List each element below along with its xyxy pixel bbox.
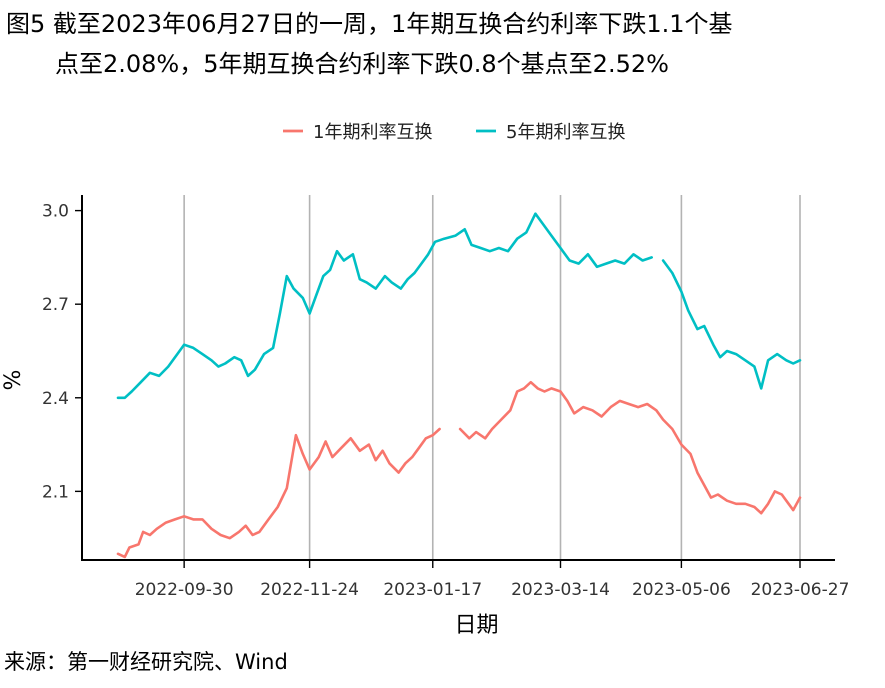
y-tick-label-1: 2.4 — [42, 389, 69, 409]
y-tick-label-2: 2.7 — [42, 295, 69, 315]
axis-labels: 2022-09-30 2022-11-24 2023-01-17 2023-03-14… — [1, 202, 849, 638]
chart-axes — [75, 195, 835, 568]
series-line-0 — [116, 380, 802, 559]
chart-title: 图5 截至2023年06月27日的一周，1年期互换合约利率下跌1.1个基 点至2… — [6, 4, 881, 84]
series-line-1 — [116, 212, 802, 400]
x-tick-label-2: 2023-01-17 — [383, 580, 482, 600]
legend-label-0: 1年期利率互换 — [313, 122, 432, 143]
y-tick-label-3: 3.0 — [42, 202, 69, 222]
source-note: 来源：第一财经研究院、Wind — [4, 650, 288, 674]
legend-label-1: 5年期利率互换 — [506, 122, 625, 143]
x-tick-label-0: 2022-09-30 — [135, 580, 234, 600]
chart-title-line-1: 图5 截至2023年06月27日的一周，1年期互换合约利率下跌1.1个基 — [6, 10, 733, 38]
x-tick-label-5: 2023-06-27 — [751, 580, 850, 600]
legend: 1年期利率互换 5年期利率互换 — [283, 122, 625, 143]
x-tick-label-3: 2023-03-14 — [511, 580, 610, 600]
x-tick-label-1: 2022-11-24 — [260, 580, 359, 600]
y-tick-label-0: 2.1 — [42, 482, 69, 502]
x-axis-title: 日期 — [454, 613, 498, 638]
series-lines — [116, 212, 802, 559]
chart-title-line-2: 点至2.08%，5年期互换合约利率下跌0.8个基点至2.52% — [55, 50, 669, 78]
x-tick-label-4: 2023-05-06 — [632, 580, 731, 600]
y-axis-title: % — [1, 370, 26, 391]
